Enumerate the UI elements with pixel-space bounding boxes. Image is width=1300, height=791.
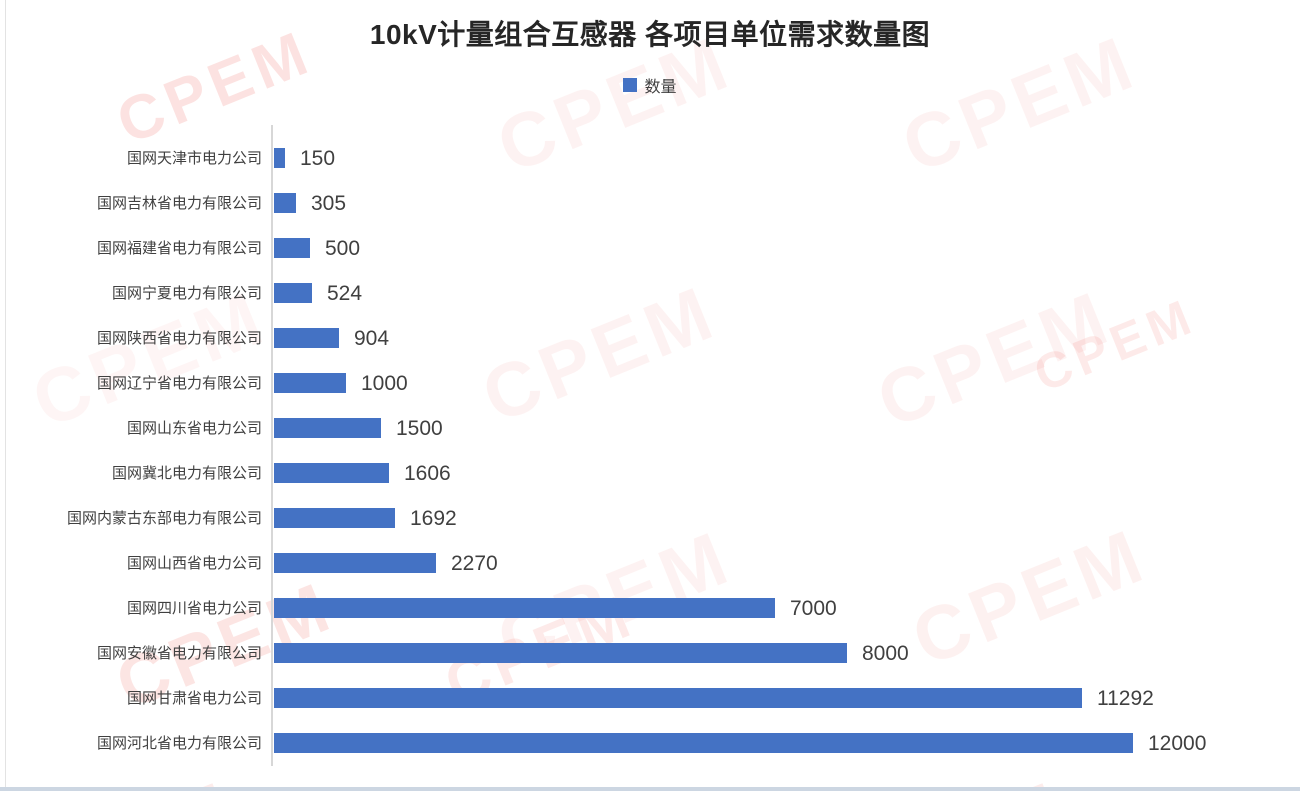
category-label: 国网陕西省电力有限公司 [96,329,262,347]
chart-row: 国网甘肃省电力公司 11292 [0,676,1300,721]
chart-row: 国网山东省电力公司 1500 [0,406,1300,451]
chart-row: 国网安徽省电力有限公司 8000 [0,631,1300,676]
category-label: 国网吉林省电力有限公司 [96,194,262,212]
bar [274,327,339,348]
category-label: 国网甘肃省电力公司 [126,689,262,707]
page-left-edge [5,0,6,787]
chart-row: 国网辽宁省电力有限公司 1000 [0,361,1300,406]
bar [274,417,381,438]
bar [274,642,847,663]
chart-row: 国网河北省电力有限公司 12000 [0,721,1300,766]
value-label: 8000 [862,641,909,665]
category-axis-line [271,125,273,766]
category-label: 国网宁夏电力有限公司 [111,284,262,302]
category-label: 国网内蒙古东部电力有限公司 [66,509,262,527]
category-label: 国网辽宁省电力有限公司 [96,374,262,392]
value-label: 7000 [790,596,837,620]
value-label: 500 [325,236,361,260]
chart-row: 国网山西省电力公司 2270 [0,541,1300,586]
bar [274,372,346,393]
chart-row: 国网冀北电力有限公司 1606 [0,451,1300,496]
chart-row: 国网四川省电力公司 7000 [0,586,1300,631]
legend-marker-icon [623,78,638,92]
category-label: 国网天津市电力公司 [126,149,262,167]
category-label: 国网安徽省电力有限公司 [96,644,262,662]
bar [274,732,1133,753]
value-label: 12000 [1148,731,1207,755]
bar [274,147,285,168]
category-label: 国网山西省电力公司 [126,554,262,572]
category-label: 国网四川省电力公司 [126,599,262,617]
category-label: 国网福建省电力有限公司 [96,239,262,257]
value-label: 305 [311,191,347,215]
value-label: 1692 [410,506,457,530]
bar [274,597,775,618]
value-label: 2270 [451,551,498,575]
bar [274,552,436,573]
category-label: 国网山东省电力公司 [126,419,262,437]
legend: 数量 [0,73,1300,97]
chart-row: 国网宁夏电力有限公司 524 [0,271,1300,316]
chart-row: 国网天津市电力公司 150 [0,136,1300,181]
value-label: 1500 [396,416,443,440]
value-label: 1606 [404,461,451,485]
chart-row: 国网福建省电力有限公司 500 [0,226,1300,271]
value-label: 11292 [1097,686,1154,710]
legend-label: 数量 [644,79,677,96]
bar [274,507,395,528]
page-bottom-edge [0,787,1300,791]
bar [274,282,312,303]
plot-area: 国网天津市电力公司 150 国网吉林省电力有限公司 305 国网福建省电力有限公司 500… [0,125,1300,766]
category-label: 国网冀北电力有限公司 [111,464,262,482]
chart-title: 10kV计量组合互感器 各项目单位需求数量图 [369,19,931,50]
value-label: 904 [354,326,390,350]
bar [274,237,310,258]
bar [274,462,389,483]
value-label: 524 [327,281,363,305]
chart-row: 国网内蒙古东部电力有限公司 1692 [0,496,1300,541]
category-label: 国网河北省电力有限公司 [96,734,262,752]
bar [274,192,296,213]
value-label: 1000 [361,371,408,395]
chart-row: 国网陕西省电力有限公司 904 [0,316,1300,361]
value-label: 150 [300,146,336,170]
chart-row: 国网吉林省电力有限公司 305 [0,181,1300,226]
bar [274,687,1082,708]
